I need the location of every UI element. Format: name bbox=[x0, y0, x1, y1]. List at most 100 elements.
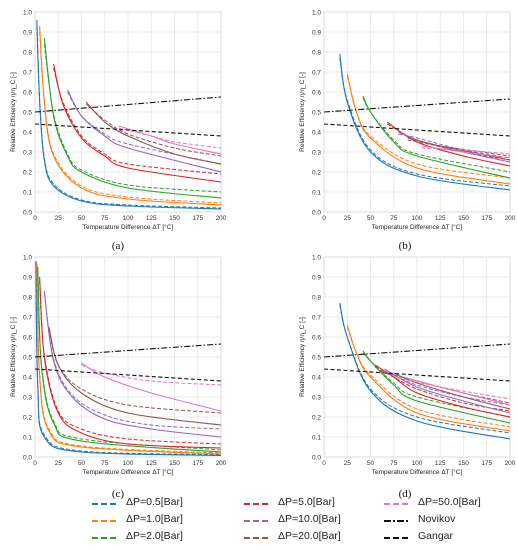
x-tick-label: 200 bbox=[216, 460, 227, 467]
x-tick-label: 200 bbox=[216, 215, 227, 222]
y-tick-label: 0.5 bbox=[312, 110, 321, 117]
series-solid-dp20 bbox=[43, 37, 221, 199]
x-tick-label: 50 bbox=[78, 215, 86, 222]
series-solid-dp20 bbox=[362, 350, 510, 424]
y-tick-label: 0.4 bbox=[23, 130, 32, 137]
chart-panel: 0.0 0.1 0.2 0.3 0.4 0.5 0.6 0.7 0.8 0.9 1.0 0 25 50 75… bbox=[299, 255, 516, 477]
legend-label: ΔP=5.0[Bar] bbox=[278, 496, 335, 508]
series-solid-dp50 bbox=[53, 63, 221, 183]
y-tick-label: 1.0 bbox=[312, 255, 321, 262]
y-tick-label: 0.1 bbox=[23, 190, 32, 197]
legend-label: ΔP=20.0[Bar] bbox=[278, 530, 341, 542]
series-solid-dp05 bbox=[339, 302, 510, 440]
x-axis-label: Temperature Difference ΔT [°C] bbox=[83, 223, 174, 231]
series-dashed-dp05 bbox=[339, 304, 510, 434]
series-solid-dp500 bbox=[402, 376, 510, 406]
x-tick-label: 200 bbox=[505, 460, 516, 467]
y-tick-label: 0.0 bbox=[312, 210, 321, 217]
panel-caption: (d) bbox=[398, 488, 412, 500]
x-tick-label: 100 bbox=[123, 460, 134, 467]
series-line-gangar bbox=[35, 123, 221, 137]
x-tick-label: 75 bbox=[101, 460, 109, 467]
x-tick-label: 150 bbox=[169, 215, 180, 222]
y-tick-label: 0.3 bbox=[23, 395, 32, 402]
y-tick-label: 0.7 bbox=[312, 70, 321, 77]
x-axis-label: Temperature Difference ΔT [°C] bbox=[372, 223, 463, 231]
x-tick-label: 50 bbox=[367, 215, 375, 222]
chart-panel: 0.0 0.1 0.2 0.3 0.4 0.5 0.6 0.7 0.8 0.9 1.0 0 25 50 75… bbox=[10, 10, 227, 232]
y-tick-label: 0.3 bbox=[312, 150, 321, 157]
series-line-novikov bbox=[324, 343, 510, 358]
y-tick-label: 0.3 bbox=[23, 150, 32, 157]
chart-panel: 0.0 0.1 0.2 0.3 0.4 0.5 0.6 0.7 0.8 0.9 1.0 0 25 50 75… bbox=[299, 10, 516, 232]
series-dashed-dp50 bbox=[39, 280, 221, 445]
x-tick-label: 125 bbox=[146, 215, 157, 222]
series-solid-dp20 bbox=[362, 95, 510, 179]
x-axis-label: Temperature Difference ΔT [°C] bbox=[372, 468, 463, 476]
y-tick-label: 0.1 bbox=[23, 435, 32, 442]
series-solid-dp200 bbox=[85, 101, 221, 165]
y-tick-label: 0.0 bbox=[23, 455, 32, 462]
x-tick-label: 0 bbox=[33, 460, 37, 467]
y-tick-label: 0.8 bbox=[312, 50, 321, 57]
y-tick-label: 0.2 bbox=[23, 170, 32, 177]
x-tick-label: 0 bbox=[33, 215, 37, 222]
series-solid-dp500 bbox=[81, 362, 221, 412]
series-solid-dp10 bbox=[346, 324, 510, 432]
y-tick-label: 0.5 bbox=[23, 355, 32, 362]
series-solid-dp20 bbox=[37, 266, 221, 453]
series-solid-dp100 bbox=[43, 290, 221, 438]
x-tick-label: 150 bbox=[458, 215, 469, 222]
y-tick-label: 0.6 bbox=[23, 335, 32, 342]
x-tick-label: 75 bbox=[390, 460, 398, 467]
legend-swatch bbox=[384, 520, 410, 522]
x-tick-label: 50 bbox=[367, 460, 375, 467]
y-axis-label: Relative Efficiency η/η_C [-] bbox=[299, 72, 306, 152]
legend-swatch bbox=[92, 503, 118, 505]
y-tick-label: 0.9 bbox=[312, 275, 321, 282]
y-tick-label: 0.9 bbox=[23, 275, 32, 282]
x-tick-label: 175 bbox=[481, 460, 492, 467]
x-tick-label: 100 bbox=[123, 215, 134, 222]
series-solid-dp100 bbox=[384, 368, 510, 414]
y-tick-label: 0.2 bbox=[312, 415, 321, 422]
y-tick-label: 0.7 bbox=[312, 315, 321, 322]
y-tick-label: 0.7 bbox=[23, 70, 32, 77]
legend-label: ΔP=2.0[Bar] bbox=[126, 530, 183, 542]
series-solid-dp05 bbox=[36, 19, 221, 210]
legend-swatch bbox=[384, 503, 410, 505]
x-tick-label: 150 bbox=[169, 460, 180, 467]
y-tick-label: 0.2 bbox=[23, 415, 32, 422]
x-tick-label: 25 bbox=[344, 215, 352, 222]
legend-label: ΔP=10.0[Bar] bbox=[278, 513, 341, 525]
x-tick-label: 75 bbox=[101, 215, 109, 222]
y-tick-label: 0.4 bbox=[23, 375, 32, 382]
y-tick-label: 0.8 bbox=[312, 295, 321, 302]
series-solid-dp100 bbox=[67, 89, 221, 173]
x-tick-label: 125 bbox=[435, 215, 446, 222]
legend-label: Gangar bbox=[418, 530, 454, 542]
panel-caption: (b) bbox=[398, 240, 412, 252]
x-tick-label: 200 bbox=[505, 215, 516, 222]
y-tick-label: 1.0 bbox=[23, 255, 32, 262]
series-solid-dp05 bbox=[339, 53, 510, 191]
y-axis-label: Relative Efficiency η/η_C [-] bbox=[299, 317, 306, 397]
series-solid-dp05 bbox=[35, 260, 221, 456]
series-solid-dp200 bbox=[407, 137, 510, 161]
x-tick-label: 175 bbox=[192, 460, 203, 467]
series-dashed-dp200 bbox=[85, 103, 221, 157]
x-tick-label: 25 bbox=[344, 460, 352, 467]
y-tick-label: 0.8 bbox=[23, 295, 32, 302]
panel-caption: (a) bbox=[111, 240, 125, 252]
series-dashed-dp500 bbox=[421, 147, 510, 155]
series-solid-dp200 bbox=[393, 372, 510, 410]
series-line-novikov bbox=[35, 96, 221, 113]
x-axis-label: Temperature Difference ΔT [°C] bbox=[83, 468, 174, 476]
series-line-novikov bbox=[324, 98, 510, 113]
y-tick-label: 0.6 bbox=[312, 90, 321, 97]
series-solid-dp500 bbox=[421, 145, 510, 159]
y-tick-label: 0.3 bbox=[312, 395, 321, 402]
y-tick-label: 0.1 bbox=[312, 435, 321, 442]
legend-label: ΔP=50.0[Bar] bbox=[418, 496, 481, 508]
